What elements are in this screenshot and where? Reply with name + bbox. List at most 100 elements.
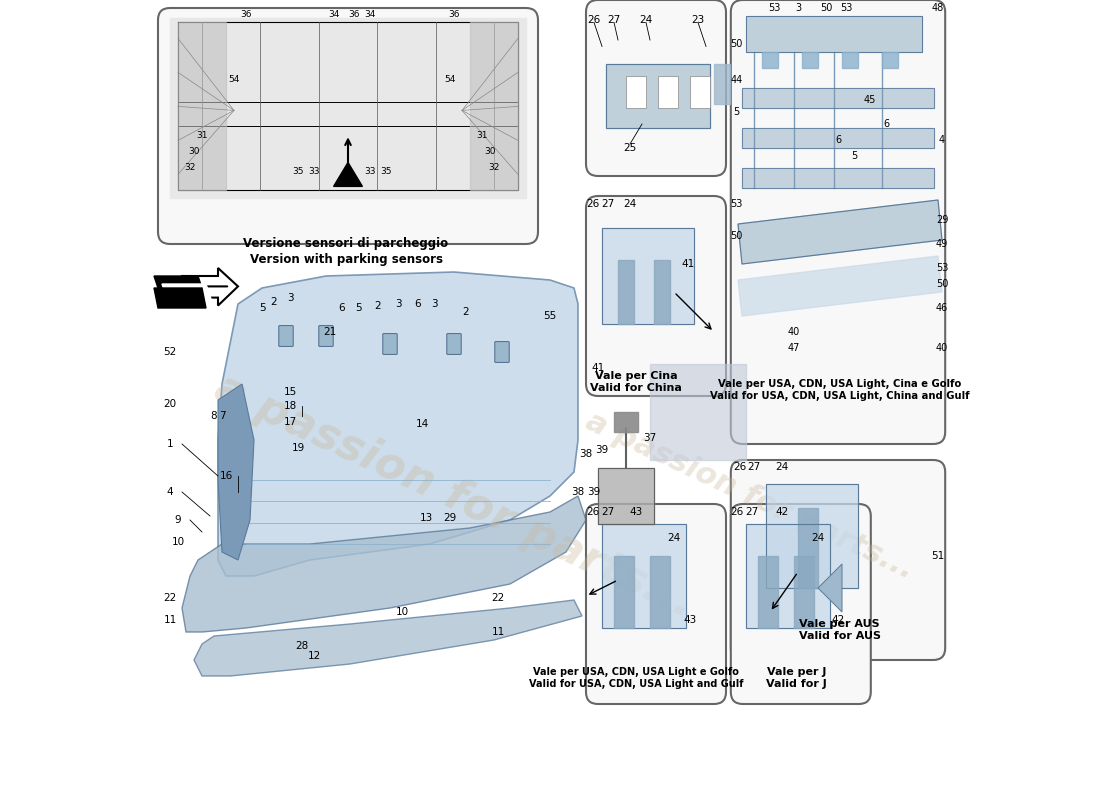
Text: 3: 3: [795, 3, 801, 13]
Text: 27: 27: [607, 15, 620, 25]
Text: 3: 3: [431, 299, 438, 309]
Text: 18: 18: [284, 402, 297, 411]
Text: 23: 23: [692, 15, 705, 25]
Text: 5: 5: [354, 303, 361, 313]
FancyBboxPatch shape: [319, 326, 333, 346]
Text: 41: 41: [682, 259, 695, 269]
Text: 8: 8: [211, 411, 218, 421]
Polygon shape: [758, 556, 778, 628]
Text: 5: 5: [258, 303, 265, 313]
Text: 4: 4: [167, 487, 174, 497]
Text: 12: 12: [307, 651, 320, 661]
Polygon shape: [618, 260, 634, 324]
Text: 38: 38: [571, 487, 584, 497]
Polygon shape: [614, 412, 638, 432]
Text: 24: 24: [639, 15, 652, 25]
Text: 26: 26: [587, 15, 601, 25]
Polygon shape: [333, 162, 362, 186]
FancyBboxPatch shape: [730, 504, 871, 704]
Text: 34: 34: [328, 10, 340, 19]
FancyBboxPatch shape: [383, 334, 397, 354]
Text: 44: 44: [730, 75, 743, 85]
Text: 10: 10: [395, 607, 408, 617]
Polygon shape: [614, 556, 634, 628]
Text: 40: 40: [788, 327, 800, 337]
Polygon shape: [746, 16, 922, 52]
Text: 14: 14: [416, 419, 429, 429]
Text: 51: 51: [932, 551, 945, 561]
Polygon shape: [470, 22, 518, 190]
Text: 26: 26: [729, 507, 743, 517]
Text: 17: 17: [284, 417, 297, 426]
Text: 36: 36: [449, 10, 460, 19]
Text: 49: 49: [936, 239, 948, 249]
FancyBboxPatch shape: [586, 0, 726, 176]
Text: 15: 15: [284, 387, 297, 397]
Text: 4: 4: [939, 135, 945, 145]
Text: 6: 6: [415, 299, 421, 309]
Text: 11: 11: [164, 615, 177, 625]
Text: 43: 43: [683, 615, 696, 625]
Polygon shape: [602, 228, 694, 324]
Text: 20: 20: [164, 399, 177, 409]
Text: Valid for AUS: Valid for AUS: [799, 631, 881, 641]
Text: Version with parking sensors: Version with parking sensors: [250, 254, 442, 266]
PathPatch shape: [194, 600, 582, 676]
Polygon shape: [742, 168, 934, 188]
Polygon shape: [162, 284, 214, 308]
Text: 50: 50: [730, 39, 743, 49]
Polygon shape: [606, 64, 710, 128]
Text: Vale per USA, CDN, USA Light, Cina e Golfo: Vale per USA, CDN, USA Light, Cina e Gol…: [718, 379, 961, 389]
PathPatch shape: [182, 496, 586, 632]
Text: 47: 47: [788, 343, 800, 353]
Polygon shape: [218, 384, 254, 560]
Polygon shape: [742, 88, 934, 108]
Text: Valid for J: Valid for J: [766, 679, 827, 689]
Text: 35: 35: [381, 167, 392, 177]
Text: 19: 19: [292, 443, 305, 453]
Text: 48: 48: [932, 3, 944, 13]
Bar: [658, 76, 678, 108]
FancyBboxPatch shape: [586, 504, 726, 704]
FancyArrowPatch shape: [187, 283, 228, 290]
Polygon shape: [738, 256, 942, 316]
Text: 26: 26: [733, 462, 746, 472]
Text: 36: 36: [240, 10, 252, 19]
Text: 54: 54: [229, 75, 240, 85]
Text: 55: 55: [543, 311, 557, 321]
FancyBboxPatch shape: [495, 342, 509, 362]
Text: 6: 6: [835, 135, 842, 145]
Text: 22: 22: [164, 594, 177, 603]
Polygon shape: [794, 556, 814, 628]
Text: 6: 6: [883, 119, 889, 129]
Text: 53: 53: [936, 263, 948, 273]
Polygon shape: [818, 564, 842, 612]
Text: 37: 37: [644, 434, 657, 443]
Polygon shape: [650, 556, 670, 628]
Text: 10: 10: [172, 538, 185, 547]
Text: 27: 27: [601, 507, 614, 517]
Text: 25: 25: [624, 143, 637, 153]
Bar: [602, 228, 694, 324]
Text: Vale per J: Vale per J: [767, 667, 826, 677]
Text: 34: 34: [364, 10, 376, 19]
Text: 7: 7: [219, 411, 225, 421]
Polygon shape: [842, 52, 858, 68]
FancyBboxPatch shape: [447, 334, 461, 354]
FancyBboxPatch shape: [158, 8, 538, 244]
Text: 5: 5: [734, 107, 739, 117]
Text: 2: 2: [271, 298, 277, 307]
Polygon shape: [738, 200, 942, 264]
Text: 9: 9: [175, 515, 182, 525]
Text: 29: 29: [936, 215, 948, 225]
Text: 36: 36: [349, 10, 360, 19]
Bar: [606, 64, 710, 128]
Text: 50: 50: [820, 3, 833, 13]
Bar: [742, 128, 934, 148]
Text: 2: 2: [463, 307, 470, 317]
Text: 27: 27: [747, 462, 760, 472]
Polygon shape: [178, 22, 226, 190]
Text: 54: 54: [444, 75, 455, 85]
Text: 43: 43: [630, 507, 644, 517]
Text: 52: 52: [164, 347, 177, 357]
